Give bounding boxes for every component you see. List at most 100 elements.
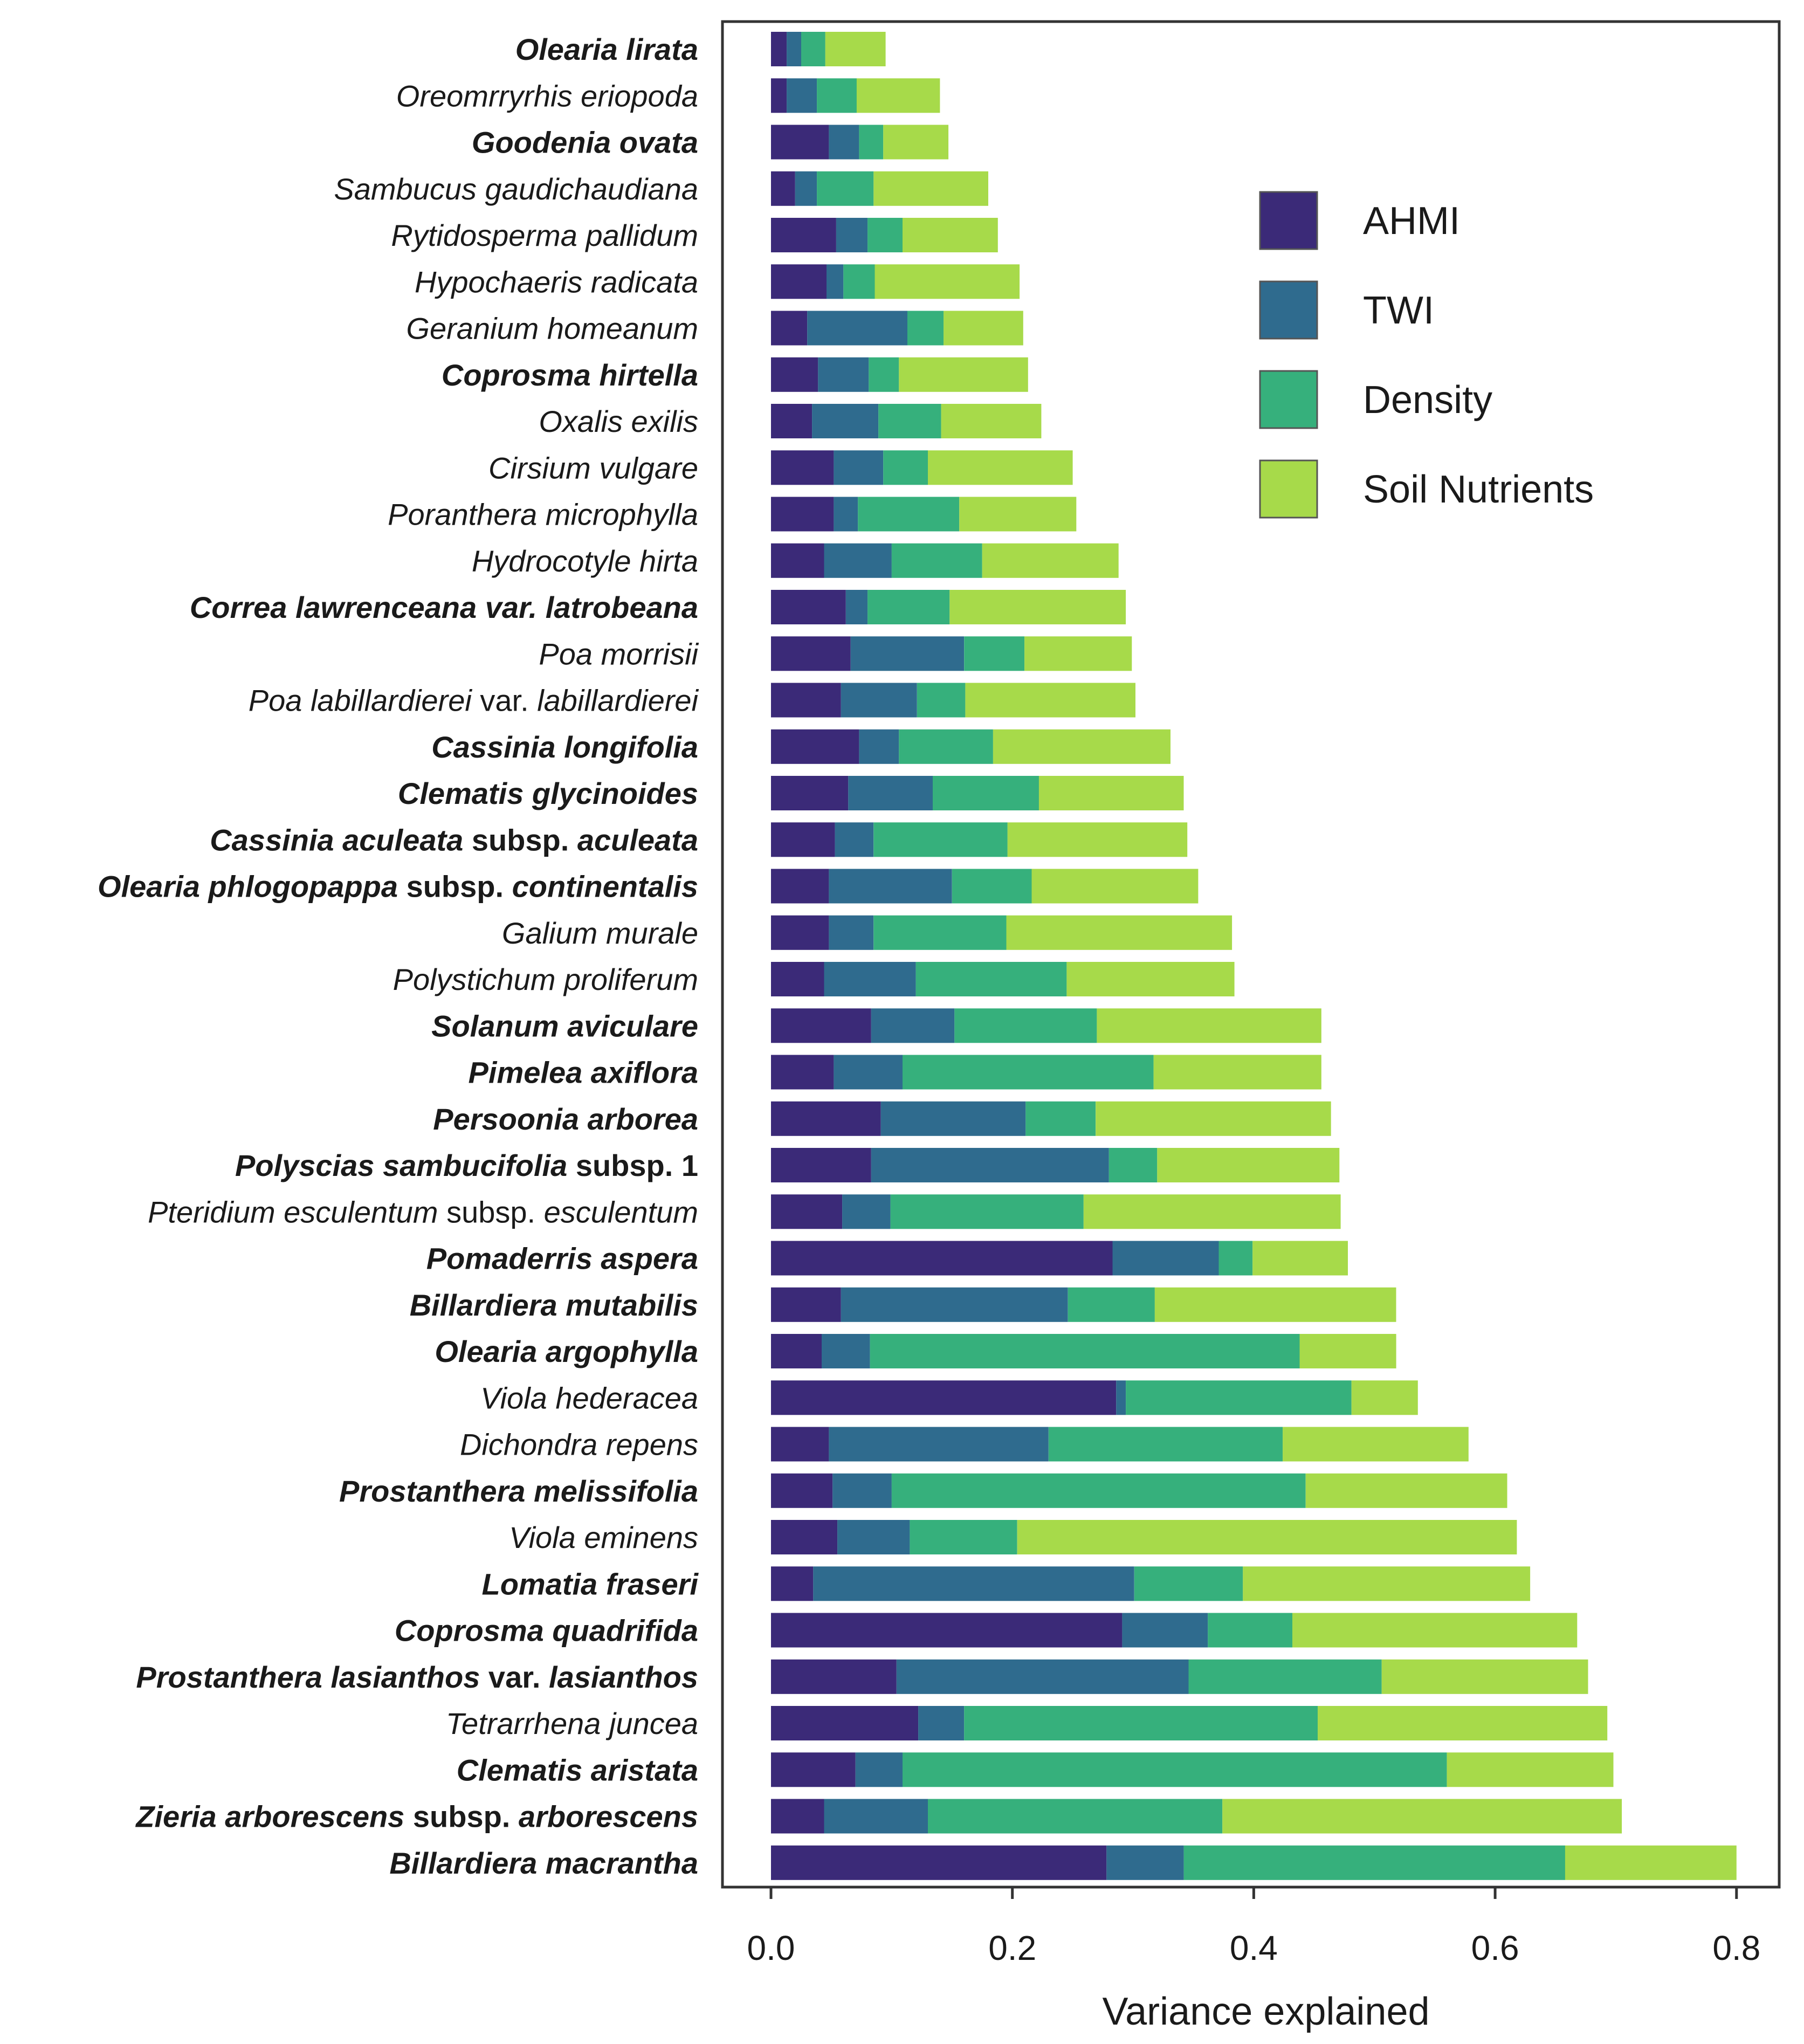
bar-viola-eminens-ahmi [771,1520,838,1554]
bar-coprosma-quadrifida-soil-nutrients [1292,1613,1578,1648]
species-label: Cassinia aculeata subsp. aculeata [210,823,698,857]
bar-pimelea-axiflora-soil-nutrients [1153,1055,1321,1090]
bar-solanum-aviculare-soil-nutrients [1097,1008,1321,1043]
legend-label-density: Density [1363,378,1492,422]
bar-goodenia-ovata-density [859,125,884,160]
bar-polystichum-proliferum-density [915,962,1067,996]
bar-lomatia-fraseri-soil-nutrients [1243,1566,1531,1601]
bar-prostanthera-melissifolia-twi [832,1473,892,1508]
bar-pteridium-esculentum-subsp-esculentum-twi [842,1194,891,1229]
legend-swatch-soil-nutrients [1259,459,1318,519]
species-label: Olearia lirata [515,32,698,66]
bar-goodenia-ovata-soil-nutrients [883,125,949,160]
bar-galium-murale-soil-nutrients [1006,915,1232,950]
bar-polyscias-sambucifolia-subsp-1-ahmi [771,1148,871,1182]
bar-billardiera-mutabilis-twi [841,1287,1068,1322]
species-label: Poranthera microphylla [388,498,698,532]
species-label: Persoonia arborea [433,1102,698,1136]
legend-label-twi: TWI [1363,289,1434,332]
bar-persoonia-arborea-soil-nutrients [1096,1101,1331,1136]
bar-hypochaeris-radicata-density [843,264,875,299]
bar-pteridium-esculentum-subsp-esculentum-density [890,1194,1084,1229]
bar-poa-morrisii-density [964,636,1025,671]
bar-pimelea-axiflora-density [903,1055,1154,1090]
bar-hypochaeris-radicata-soil-nutrients [875,264,1020,299]
legend-label-soil-nutrients: Soil Nutrients [1363,468,1594,511]
species-label: Poa morrisii [539,637,699,671]
bar-goodenia-ovata-ahmi [771,125,829,160]
bar-olearia-lirata-soil-nutrients [825,32,886,66]
species-label: Pimelea axiflora [469,1056,698,1090]
bar-oxalis-exilis-soil-nutrients [941,404,1042,438]
bar-cassinia-aculeata-subsp-aculeata-soil-nutrients [1007,822,1188,857]
bar-oreomrryrhis-eriopoda-density [817,78,857,113]
species-label: Olearia phlogopappa subsp. continentalis [98,870,698,904]
x-axis: 0.0 0.2 0.4 0.6 0.8 [747,1887,1760,1967]
x-tick-label: 0.6 [1471,1929,1519,1967]
bar-clematis-glycinoides-soil-nutrients [1038,776,1184,810]
bar-clematis-aristata-soil-nutrients [1447,1752,1614,1787]
bar-geranium-homeanum-twi [807,311,907,346]
bar-cirsium-vulgare-soil-nutrients [928,450,1073,485]
bar-sambucus-gaudichaudiana-soil-nutrients [873,171,988,206]
bar-oreomrryrhis-eriopoda-twi [787,78,817,113]
bar-poranthera-microphylla-ahmi [771,497,834,532]
bar-dichondra-repens-density [1048,1427,1283,1462]
bar-prostanthera-melissifolia-density [891,1473,1306,1508]
bar-correa-lawrenceana-var-latrobeana-ahmi [771,590,846,624]
bar-cassinia-longifolia-density [899,729,993,764]
bar-viola-hederacea-ahmi [771,1380,1117,1415]
bar-solanum-aviculare-density [954,1008,1097,1043]
bars-layer [771,32,1737,1880]
bar-poa-labillardierei-var-labillardierei-soil-nutrients [965,683,1135,718]
legend-swatch-ahmi [1259,191,1318,250]
bar-sambucus-gaudichaudiana-ahmi [771,171,795,206]
bar-goodenia-ovata-twi [829,125,859,160]
bar-olearia-lirata-ahmi [771,32,787,66]
bar-poa-morrisii-ahmi [771,636,851,671]
plot-frame [721,20,1781,1889]
bar-pteridium-esculentum-subsp-esculentum-ahmi [771,1194,843,1229]
bar-hypochaeris-radicata-twi [827,264,844,299]
bar-polystichum-proliferum-ahmi [771,962,824,996]
bar-olearia-phlogopappa-subsp-continentalis-density [952,869,1032,904]
bar-olearia-phlogopappa-subsp-continentalis-ahmi [771,869,829,904]
bar-pteridium-esculentum-subsp-esculentum-soil-nutrients [1083,1194,1341,1229]
bar-tetrarrhena-juncea-density [964,1706,1318,1740]
bar-pimelea-axiflora-ahmi [771,1055,834,1090]
bar-cassinia-longifolia-soil-nutrients [993,729,1170,764]
bar-oxalis-exilis-ahmi [771,404,813,438]
bar-cassinia-aculeata-subsp-aculeata-density [873,822,1008,857]
species-label: Hydrocotyle hirta [472,544,698,578]
species-label: Dichondra repens [460,1428,698,1462]
bar-poa-morrisii-twi [850,636,965,671]
bar-clematis-glycinoides-density [933,776,1039,810]
bar-geranium-homeanum-density [907,311,944,346]
bar-galium-murale-twi [829,915,874,950]
bar-prostanthera-lasianthos-var-lasianthos-twi [896,1659,1189,1694]
bar-geranium-homeanum-ahmi [771,311,808,346]
bar-tetrarrhena-juncea-soil-nutrients [1318,1706,1608,1740]
species-label: Prostanthera lasianthos var. lasianthos [136,1660,698,1694]
bar-persoonia-arborea-twi [880,1101,1026,1136]
bar-poranthera-microphylla-density [858,497,960,532]
bar-clematis-glycinoides-twi [848,776,933,810]
bar-coprosma-hirtella-density [869,357,899,392]
bar-polyscias-sambucifolia-subsp-1-soil-nutrients [1157,1148,1340,1182]
species-label: Olearia argophylla [435,1334,698,1368]
species-label: Geranium homeanum [406,312,698,346]
bar-cirsium-vulgare-twi [834,450,884,485]
bar-polystichum-proliferum-soil-nutrients [1066,962,1235,996]
bar-viola-eminens-soil-nutrients [1017,1520,1517,1554]
bar-olearia-argophylla-ahmi [771,1334,822,1368]
bar-viola-eminens-density [910,1520,1017,1554]
bar-poa-labillardierei-var-labillardierei-density [917,683,966,718]
bar-rytidosperma-pallidum-twi [836,218,868,252]
bar-lomatia-fraseri-density [1134,1566,1243,1601]
bar-polyscias-sambucifolia-subsp-1-density [1108,1148,1158,1182]
bar-olearia-lirata-density [801,32,825,66]
species-label: Zieria arborescens subsp. arborescens [135,1800,698,1834]
bar-polystichum-proliferum-twi [824,962,916,996]
bar-cassinia-aculeata-subsp-aculeata-twi [835,822,874,857]
